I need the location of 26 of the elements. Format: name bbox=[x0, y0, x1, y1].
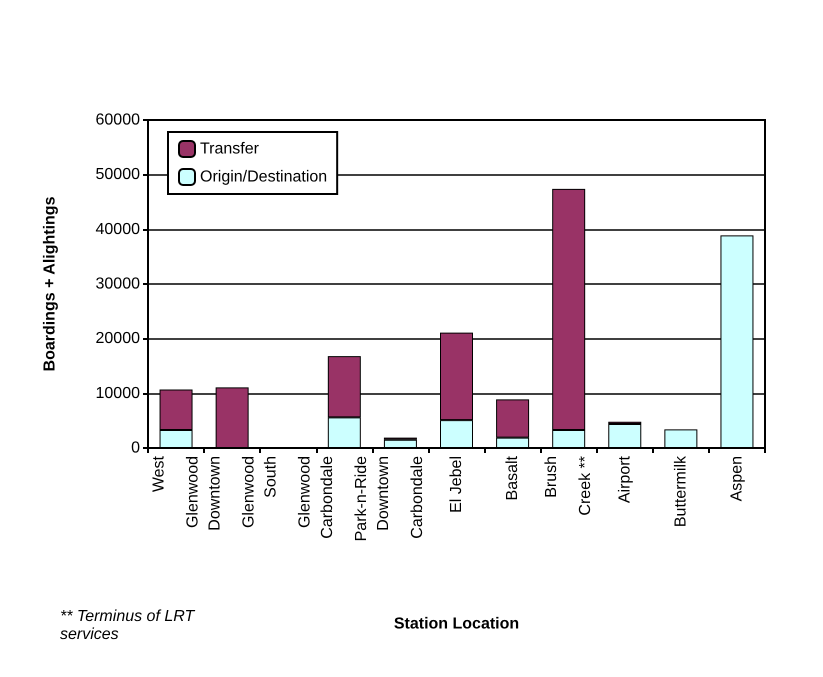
bar bbox=[384, 440, 417, 448]
bar bbox=[664, 429, 698, 448]
y-tick-label: 40000 bbox=[96, 220, 140, 238]
x-tick-label: Buttermilk bbox=[672, 455, 690, 528]
x-tick-label: Carbondale Park-n-Ride bbox=[318, 456, 370, 542]
legend-label: Origin/Destination bbox=[200, 168, 328, 186]
x-tick-label: El Jebel bbox=[448, 456, 465, 513]
y-tick-label: 0 bbox=[131, 440, 140, 456]
y-tick-label: 30000 bbox=[96, 276, 140, 292]
x-tick-label: Basalt bbox=[504, 455, 522, 500]
x-tick-label: Downtown Carbondale bbox=[374, 456, 426, 539]
y-tick-label: 50000 bbox=[96, 166, 140, 184]
bar bbox=[608, 424, 642, 448]
x-tick-label: West Glenwood bbox=[150, 455, 202, 528]
y-tick-label: 60000 bbox=[96, 112, 140, 128]
legend-label: Transfer bbox=[200, 140, 260, 158]
x-tick-label: Airport bbox=[616, 455, 634, 504]
y-axis-title: Boardings + Alightings bbox=[42, 196, 58, 372]
x-tick-label: Aspen bbox=[728, 456, 746, 502]
y-tick-label: 20000 bbox=[96, 330, 140, 348]
x-tick-label: South Glenwood bbox=[262, 456, 314, 528]
y-tick-label: 10000 bbox=[96, 384, 140, 402]
x-axis-title: Station Location bbox=[394, 616, 520, 632]
x-tick-label: Brush Creek ** bbox=[543, 456, 594, 516]
x-tick-label: Downtown Glenwood bbox=[206, 456, 258, 531]
text: ** Terminus of LRT services bbox=[60, 608, 196, 644]
